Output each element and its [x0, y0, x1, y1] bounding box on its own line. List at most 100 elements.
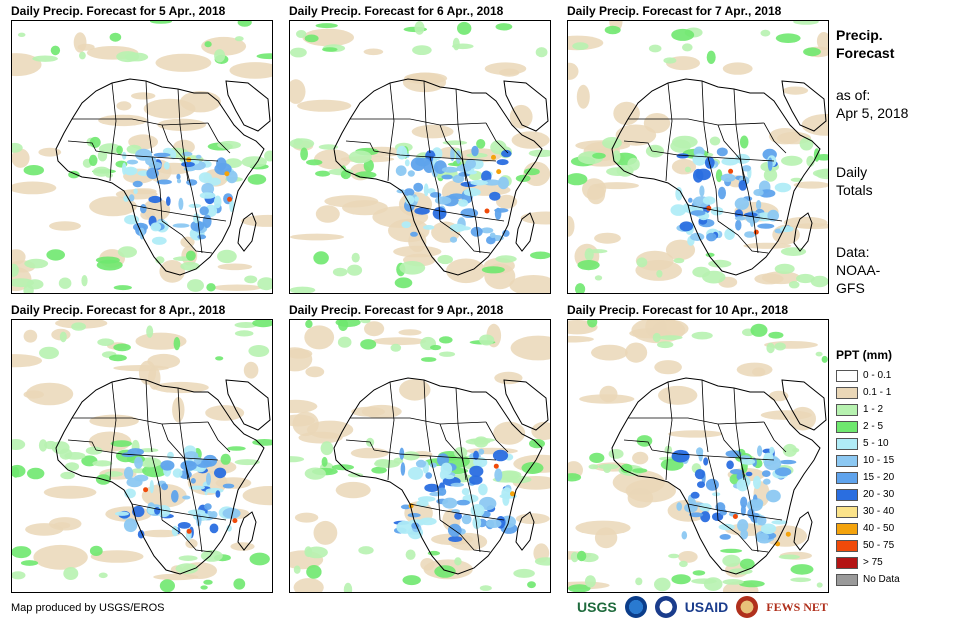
moderate-rain-patch — [592, 152, 606, 159]
heavy-rain-patch — [494, 207, 502, 220]
country-border — [161, 220, 213, 254]
moderate-rain-patch — [305, 546, 328, 559]
country-border — [109, 381, 117, 481]
heavy-rain-patch — [414, 196, 419, 202]
moderate-rain-patch — [568, 584, 591, 592]
legend-label: 1 - 2 — [863, 404, 884, 415]
heavy-rain-patch — [721, 157, 739, 166]
moderate-rain-patch — [652, 332, 661, 343]
moderate-rain-patch — [659, 335, 683, 340]
heavy-rain-patch — [441, 174, 453, 180]
heavy-rain-patch — [186, 179, 198, 186]
moderate-rain-patch — [790, 577, 812, 583]
moderate-rain-patch — [110, 440, 133, 447]
moderate-rain-patch — [214, 49, 226, 63]
heavy-rain-patch — [156, 179, 172, 185]
heavy-rain-patch — [702, 196, 716, 205]
moderate-rain-patch — [200, 585, 208, 590]
moderate-rain-patch — [79, 51, 86, 60]
country-border — [439, 423, 463, 459]
moderate-rain-patch — [71, 322, 86, 331]
moderate-rain-patch — [782, 443, 797, 457]
moderate-rain-patch — [394, 277, 413, 289]
heavy-rain-patch — [166, 196, 171, 206]
heavy-rain-patch — [205, 487, 224, 494]
moderate-rain-patch — [12, 278, 34, 288]
heavy-rain-patch — [737, 519, 749, 532]
heavy-rain-patch — [740, 496, 748, 508]
moderate-rain-patch — [414, 21, 425, 35]
coastline — [793, 212, 813, 252]
moderate-rain-patch — [679, 560, 688, 568]
as-of-label: as of: — [836, 87, 871, 103]
moderate-rain-patch — [608, 449, 624, 459]
heavy-rain-patch — [190, 478, 196, 484]
moderate-rain-patch — [116, 51, 140, 63]
heavy-rain-patch — [452, 174, 465, 183]
moderate-rain-patch — [632, 468, 648, 473]
moderate-rain-patch — [313, 251, 329, 265]
heavy-rain-patch — [735, 219, 742, 231]
light-rain-patch — [761, 271, 801, 285]
moderate-rain-patch — [12, 546, 32, 559]
country-border — [145, 379, 153, 453]
moderate-rain-patch — [206, 283, 216, 292]
legend-swatch — [836, 539, 858, 552]
heavy-rain-patch — [496, 159, 509, 166]
light-rain-patch — [290, 79, 306, 104]
heavy-rain-patch — [202, 214, 212, 228]
light-rain-patch — [484, 62, 527, 75]
africa-map-svg — [290, 320, 550, 592]
moderate-rain-patch — [774, 342, 786, 351]
heavy-rain-patch — [410, 231, 418, 237]
moderate-rain-patch — [495, 255, 517, 263]
africa-map-svg — [290, 21, 550, 293]
heavy-rain-patch — [755, 533, 769, 541]
light-rain-patch — [494, 371, 523, 385]
coastline — [781, 379, 827, 431]
country-border — [145, 80, 153, 154]
heavy-rain-patch — [204, 204, 218, 217]
heavy-rain-patch — [213, 195, 222, 209]
country-border — [131, 503, 227, 521]
moderate-rain-patch — [788, 281, 800, 289]
moderate-rain-patch — [143, 457, 153, 462]
light-rain-patch — [625, 479, 676, 503]
heavy-rain-patch — [407, 466, 424, 480]
heavy-rain-patch — [429, 462, 437, 468]
moderate-rain-patch — [89, 136, 101, 148]
country-border — [665, 82, 673, 182]
country-border — [439, 124, 463, 160]
moderate-rain-patch — [227, 446, 246, 451]
moderate-rain-patch — [63, 567, 79, 580]
extreme-rain-spot — [496, 169, 502, 175]
moderate-rain-patch — [452, 43, 474, 50]
moderate-rain-patch — [337, 336, 352, 348]
moderate-rain-patch — [604, 25, 621, 35]
legend-label: 30 - 40 — [863, 506, 895, 517]
light-rain-patch — [509, 104, 533, 129]
moderate-rain-patch — [315, 170, 331, 177]
heavy-rain-patch — [128, 194, 135, 202]
heavy-rain-patch — [400, 462, 406, 476]
moderate-rain-patch — [305, 320, 313, 329]
country-border — [701, 379, 709, 453]
extreme-rain-spot — [728, 168, 734, 174]
moderate-rain-patch — [247, 174, 267, 185]
light-rain-patch — [446, 258, 486, 284]
moderate-rain-patch — [17, 32, 26, 37]
heavy-rain-patch — [718, 186, 726, 200]
heavy-rain-patch — [122, 151, 127, 160]
moderate-rain-patch — [64, 462, 80, 471]
light-rain-patch — [243, 361, 259, 379]
moderate-rain-patch — [27, 467, 45, 480]
moderate-rain-patch — [587, 320, 598, 328]
light-rain-patch — [350, 447, 389, 459]
heavy-rain-patch — [395, 165, 407, 176]
heavy-rain-patch — [501, 487, 512, 500]
moderate-rain-patch — [663, 57, 677, 64]
light-rain-patch — [155, 53, 212, 72]
extreme-rain-spot — [186, 528, 192, 534]
moderate-rain-patch — [290, 47, 307, 58]
heavy-rain-patch — [222, 483, 235, 489]
